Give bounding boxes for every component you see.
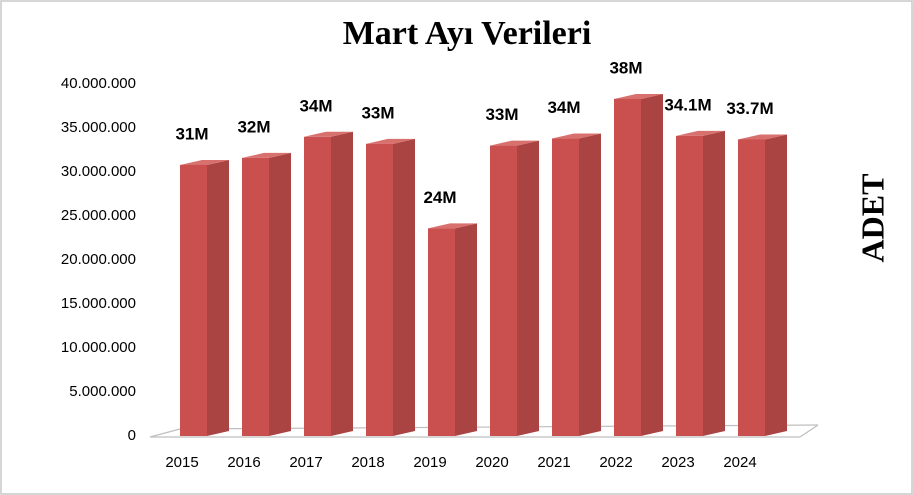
bar (304, 131, 353, 437)
data-label: 34M (547, 98, 580, 117)
bar-front (676, 135, 703, 437)
y-tick-label: 15.000.000 (61, 295, 136, 312)
bar (676, 130, 725, 437)
y-tick-label: 30.000.000 (61, 163, 136, 180)
bar-side (455, 223, 477, 436)
bar-side (269, 152, 291, 437)
bar-side (765, 134, 787, 436)
data-label: 34.1M (664, 95, 711, 114)
bar-top (676, 130, 725, 136)
bar (428, 223, 477, 436)
bar (180, 159, 229, 436)
bar (242, 152, 291, 437)
bar-top (366, 138, 415, 144)
x-tick-label: 2019 (413, 454, 446, 471)
data-label: 32M (237, 117, 270, 136)
x-tick-label: 2015 (165, 454, 198, 471)
data-label: 33M (361, 103, 394, 122)
x-tick-label: 2023 (661, 454, 694, 471)
x-tick-label: 2021 (537, 454, 570, 471)
bar-front (304, 136, 331, 437)
data-label: 38M (609, 58, 642, 77)
y-tick-label: 0 (128, 427, 136, 444)
bar-front (552, 138, 579, 436)
bar-front (242, 157, 269, 437)
bar-top (428, 223, 477, 229)
bar-front (490, 145, 517, 436)
bar-front (614, 98, 641, 437)
bar-side (331, 131, 353, 437)
y-axis-label: ADET (854, 174, 890, 263)
bar-top (614, 93, 663, 99)
bar-front (738, 139, 765, 436)
bar-top (738, 134, 787, 140)
bar-side (393, 138, 415, 436)
x-tick-label: 2022 (599, 454, 632, 471)
bar-front (180, 164, 207, 436)
data-label: 33M (485, 105, 518, 124)
bar (366, 138, 415, 436)
y-tick-label: 20.000.000 (61, 251, 136, 268)
bar-side (579, 133, 601, 436)
bar-side (517, 140, 539, 436)
bar-front (366, 143, 393, 436)
bar-top (304, 131, 353, 137)
bar (738, 134, 787, 436)
data-label: 33.7M (726, 99, 773, 118)
bar (490, 140, 539, 436)
bar (614, 93, 663, 437)
y-tick-label: 40.000.000 (61, 75, 136, 92)
x-tick-label: 2017 (289, 454, 322, 471)
x-tick-label: 2016 (227, 454, 260, 471)
bar-top (490, 140, 539, 146)
y-tick-label: 35.000.000 (61, 119, 136, 136)
bar (552, 133, 601, 436)
y-tick-label: 10.000.000 (61, 339, 136, 356)
x-tick-label: 2018 (351, 454, 384, 471)
bar-front (428, 228, 455, 436)
bar-top (180, 159, 229, 165)
bar-side (207, 159, 229, 436)
bar-top (552, 133, 601, 139)
bar-side (703, 130, 725, 437)
y-tick-label: 5.000.000 (69, 383, 136, 400)
data-label: 24M (423, 188, 456, 207)
x-tick-label: 2020 (475, 454, 508, 471)
chart-title: Mart Ayı Verileri (343, 15, 592, 52)
bar-top (242, 152, 291, 158)
x-tick-label: 2024 (723, 454, 756, 471)
data-label: 31M (175, 124, 208, 143)
data-label: 34M (299, 96, 332, 115)
y-tick-label: 25.000.000 (61, 207, 136, 224)
floor-side (799, 424, 819, 438)
bar-side (641, 93, 663, 437)
